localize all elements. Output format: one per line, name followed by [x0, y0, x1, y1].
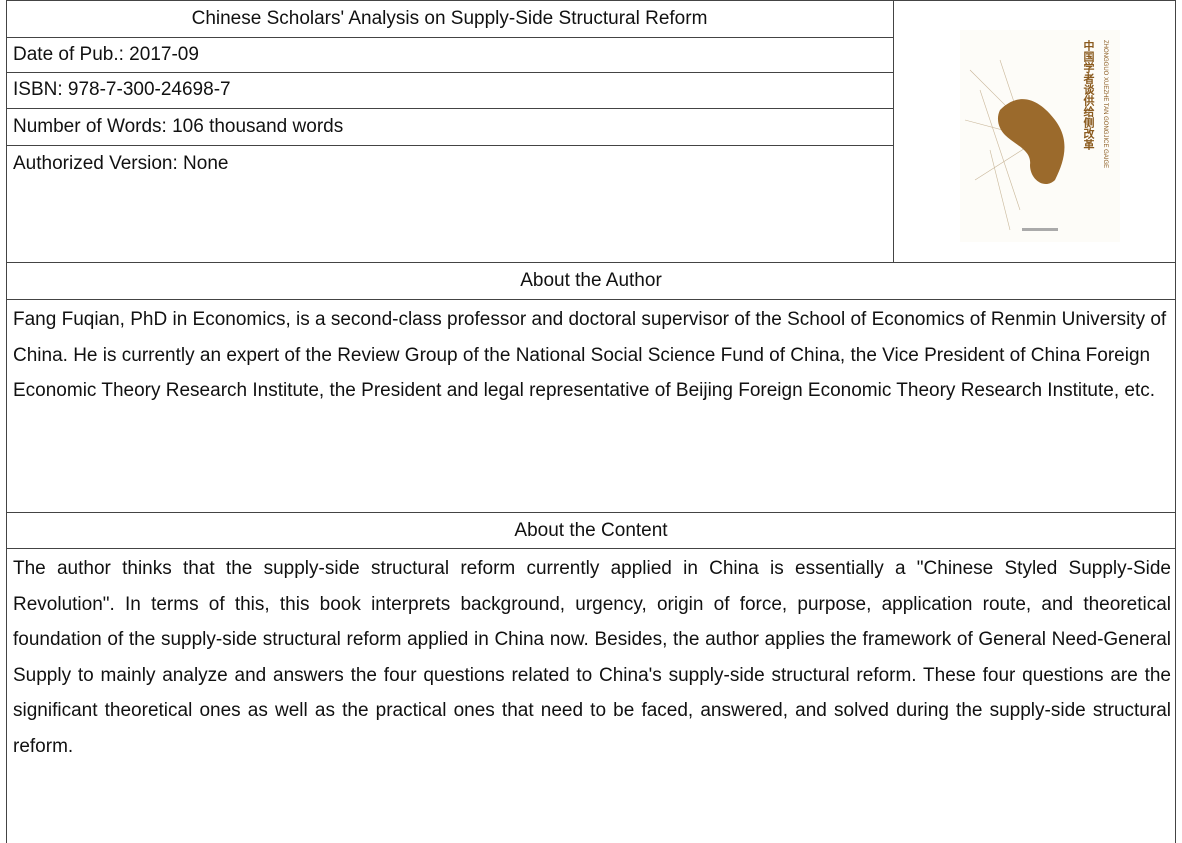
cover-figure: [997, 99, 1065, 185]
border: [6, 262, 1176, 263]
cover-title: 中国学者谈供给侧改革: [1082, 39, 1096, 151]
section-heading: About the Content: [514, 520, 668, 541]
border: [6, 299, 1176, 300]
border: [6, 72, 893, 73]
border: [6, 145, 893, 146]
info-row: Date of Pub.: 2017-09: [13, 44, 199, 65]
border: [6, 0, 1176, 1]
info-row: Number of Words: 106 thousand words: [13, 116, 344, 137]
border: [6, 512, 1176, 513]
border: [6, 108, 893, 109]
info-row: Authorized Version: None: [13, 153, 229, 174]
cover-pinyin: ZHONGGUO XUEZHE TAN GONGJICE GAIGE: [1102, 40, 1108, 168]
book-title: Chinese Scholars' Analysis on Supply-Sid…: [191, 8, 708, 29]
book-cover: 中国学者谈供给侧改革 ZHONGGUO XUEZHE TAN GONGJICE …: [960, 30, 1120, 242]
border: [6, 548, 1176, 549]
info-row: ISBN: 978-7-300-24698-7: [13, 79, 231, 100]
author-text: Fang Fuqian, PhD in Economics, is a seco…: [13, 309, 1167, 401]
border: [893, 0, 894, 262]
section-heading: About the Author: [520, 270, 662, 291]
border: [6, 37, 893, 38]
border: [1175, 0, 1176, 843]
cover-publisher: [1022, 228, 1058, 231]
border: [6, 0, 7, 843]
content-text: The author thinks that the supply-side s…: [13, 558, 1171, 757]
